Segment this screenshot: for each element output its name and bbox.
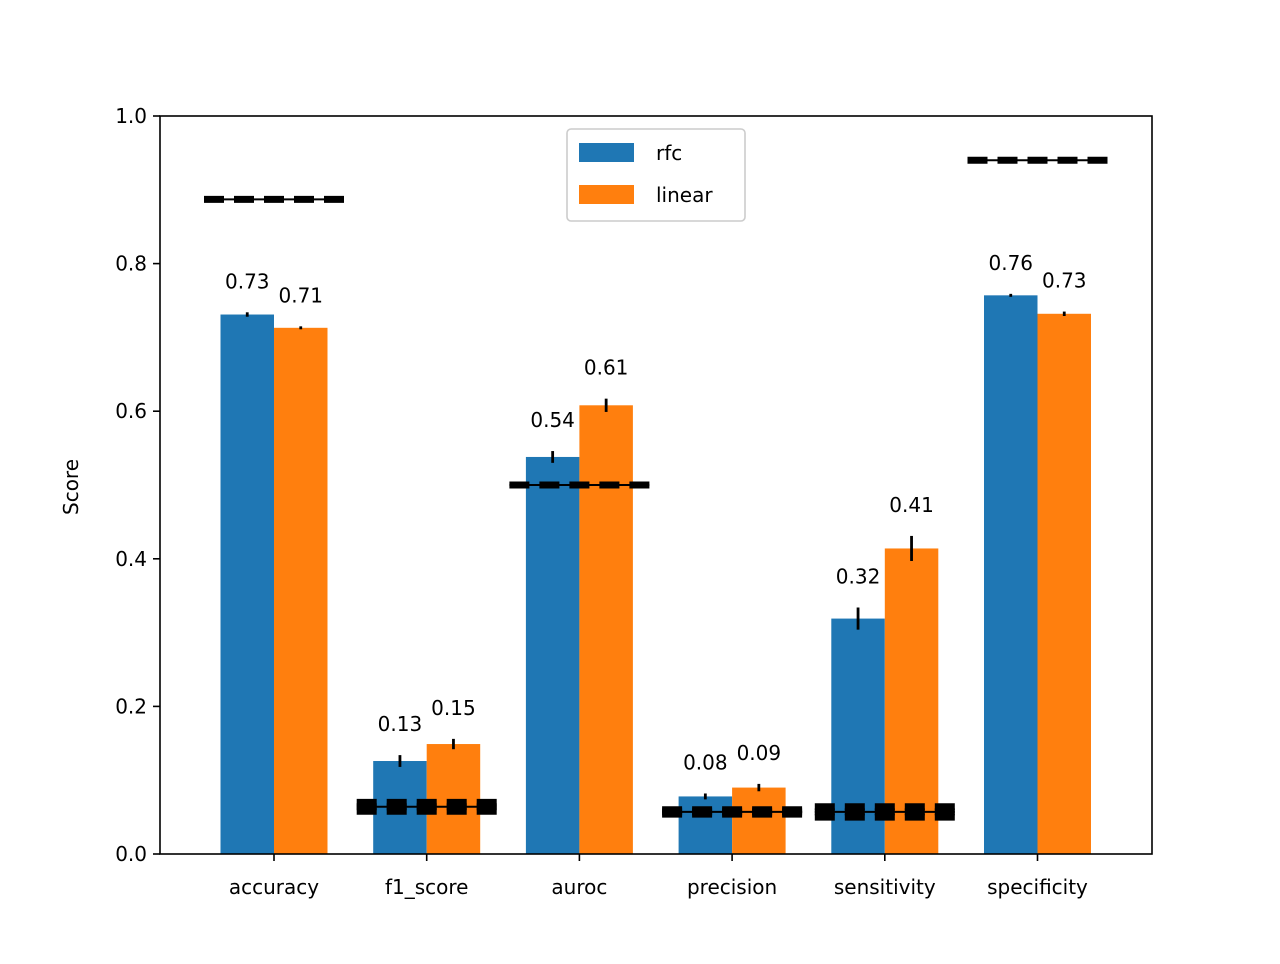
x-axis: accuracy f1_score auroc precision sensitivit… <box>229 854 1088 899</box>
value-label-linear-f1_score: 0.15 <box>431 696 476 720</box>
value-label-rfc-f1_score: 0.13 <box>378 712 423 736</box>
legend-swatch-linear <box>579 185 634 204</box>
y-tick-label-0.2: 0.2 <box>115 694 147 718</box>
bar-rfc-auroc <box>525 456 580 854</box>
x-tick-label-specificity: specificity <box>987 875 1088 899</box>
x-tick-label-accuracy: accuracy <box>229 875 319 899</box>
bar-linear-accuracy <box>274 327 328 854</box>
value-label-linear-precision: 0.09 <box>737 741 782 765</box>
baselines-layer <box>204 156 1108 821</box>
value-label-rfc-specificity: 0.76 <box>988 251 1033 275</box>
legend-swatch-rfc <box>579 143 634 162</box>
legend: rfc linear <box>566 128 746 222</box>
x-tick-label-sensitivity: sensitivity <box>834 875 936 899</box>
value-label-linear-accuracy: 0.71 <box>278 283 323 307</box>
bar-linear-specificity <box>1037 313 1091 854</box>
legend-label-linear: linear <box>656 183 713 207</box>
x-tick-label-precision: precision <box>687 875 777 899</box>
plot-frame <box>159 115 1153 855</box>
y-tick-label-1.0: 1.0 <box>115 104 147 128</box>
bar-rfc-accuracy <box>220 314 274 855</box>
value-label-rfc-precision: 0.08 <box>683 750 728 774</box>
value-label-rfc-auroc: 0.54 <box>530 408 575 432</box>
bar-linear-auroc <box>579 405 633 854</box>
y-axis-label: Score <box>59 459 83 515</box>
bar-linear-sensitivity <box>884 548 939 854</box>
value-label-rfc-accuracy: 0.73 <box>225 269 270 293</box>
x-tick-label-f1_score: f1_score <box>385 875 469 899</box>
legend-label-rfc: rfc <box>656 141 682 165</box>
x-tick-label-auroc: auroc <box>551 875 607 899</box>
y-tick-label-0.4: 0.4 <box>115 547 147 571</box>
value-label-linear-specificity: 0.73 <box>1042 269 1087 293</box>
value-label-linear-sensitivity: 0.41 <box>889 493 934 517</box>
bar-linear-precision <box>732 787 786 854</box>
errorbars-layer <box>245 293 1066 800</box>
y-tick-label-0.0: 0.0 <box>115 842 147 866</box>
value-label-linear-auroc: 0.61 <box>584 356 629 380</box>
bar-rfc-specificity <box>984 295 1038 855</box>
bar-rfc-precision <box>678 796 733 854</box>
value-labels-layer: 0.73 0.71 0.13 0.15 0.54 0.61 0.08 0.09 0.32 0.41… <box>225 251 1087 775</box>
y-tick-label-0.8: 0.8 <box>115 252 147 276</box>
value-label-rfc-sensitivity: 0.32 <box>836 565 881 589</box>
y-axis: 0.0 0.2 0.4 0.6 0.8 1.0 <box>115 104 160 866</box>
y-tick-label-0.6: 0.6 <box>115 399 147 423</box>
